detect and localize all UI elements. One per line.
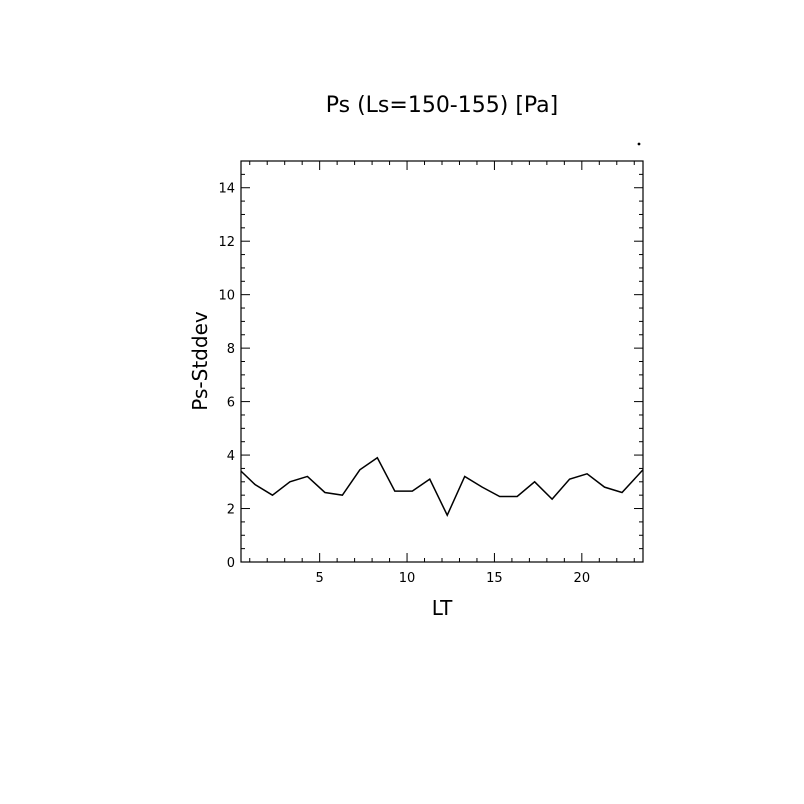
x-tick-label: 5 bbox=[316, 571, 324, 586]
y-tick-label: 2 bbox=[227, 503, 235, 518]
y-tick-label: 10 bbox=[218, 289, 235, 304]
y-tick-label: 14 bbox=[218, 182, 235, 197]
y-tick-label: 6 bbox=[227, 396, 235, 411]
y-tick-label: 0 bbox=[227, 556, 235, 571]
chart-title: Ps (Ls=150-155) [Pa] bbox=[326, 93, 559, 118]
series-line bbox=[240, 456, 644, 517]
x-axis-label: LT bbox=[432, 596, 453, 620]
y-tick-label: 4 bbox=[227, 449, 235, 464]
x-tick-label: 10 bbox=[399, 571, 416, 586]
corner-dot bbox=[637, 142, 641, 146]
y-tick-label: 12 bbox=[218, 235, 235, 250]
y-axis-ticks: 0 2 4 6 8 10 12 14 bbox=[218, 160, 643, 571]
x-tick-label: 15 bbox=[486, 571, 503, 586]
y-axis-label: Ps-Stddev bbox=[188, 311, 212, 411]
y-tick-label: 8 bbox=[227, 342, 235, 357]
x-axis-ticks: 5 10 15 20 bbox=[249, 161, 635, 586]
plot-frame bbox=[240, 160, 644, 563]
x-tick-label: 20 bbox=[574, 571, 591, 586]
